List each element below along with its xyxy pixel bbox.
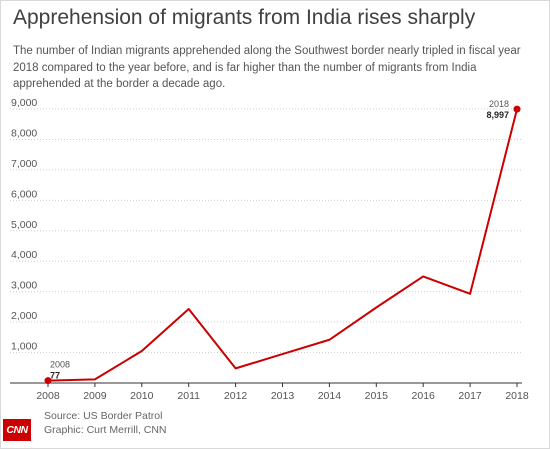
x-tick-label: 2012 xyxy=(224,390,248,402)
data-point-marker xyxy=(513,105,521,113)
chart-subtitle: The number of Indian migrants apprehende… xyxy=(13,45,521,90)
annotation-year-label: 2008 xyxy=(50,360,70,370)
x-tick-label: 2014 xyxy=(318,390,342,402)
data-point-marker xyxy=(44,377,52,385)
x-tick-label: 2013 xyxy=(271,390,295,402)
x-tick-label: 2011 xyxy=(177,390,200,402)
x-tick-label: 2016 xyxy=(412,390,436,402)
y-tick-label: 5,000 xyxy=(11,219,37,231)
series-line xyxy=(47,108,518,382)
graphic-credit: Graphic: Curt Merrill, CNN xyxy=(44,424,167,436)
x-tick-label: 2009 xyxy=(83,390,107,402)
y-tick-label: 6,000 xyxy=(11,188,37,200)
cnn-logo: CNN xyxy=(3,419,31,441)
x-tick-label: 2010 xyxy=(130,390,154,402)
chart-title: Apprehension of migrants from India rise… xyxy=(13,6,476,29)
source-note: Source: US Border Patrol xyxy=(44,410,163,422)
x-tick-label: 2008 xyxy=(36,390,60,402)
chart-footer: Source: US Border Patrol Graphic: Curt M… xyxy=(44,409,167,437)
y-tick-label: 1,000 xyxy=(11,341,37,353)
y-tick-label: 7,000 xyxy=(11,158,37,170)
annotation-value-label: 77 xyxy=(50,371,60,381)
y-tick-label: 9,000 xyxy=(11,97,37,109)
y-tick-label: 3,000 xyxy=(11,280,37,292)
annotation-value-label: 8,997 xyxy=(486,110,509,120)
y-tick-label: 2,000 xyxy=(11,310,37,322)
x-tick-label: 2018 xyxy=(505,390,529,402)
y-tick-label: 8,000 xyxy=(11,127,37,139)
x-tick-label: 2015 xyxy=(365,390,389,402)
x-tick-label: 2017 xyxy=(458,390,482,402)
annotation-year-label: 2018 xyxy=(489,99,509,109)
y-tick-label: 4,000 xyxy=(11,249,37,261)
